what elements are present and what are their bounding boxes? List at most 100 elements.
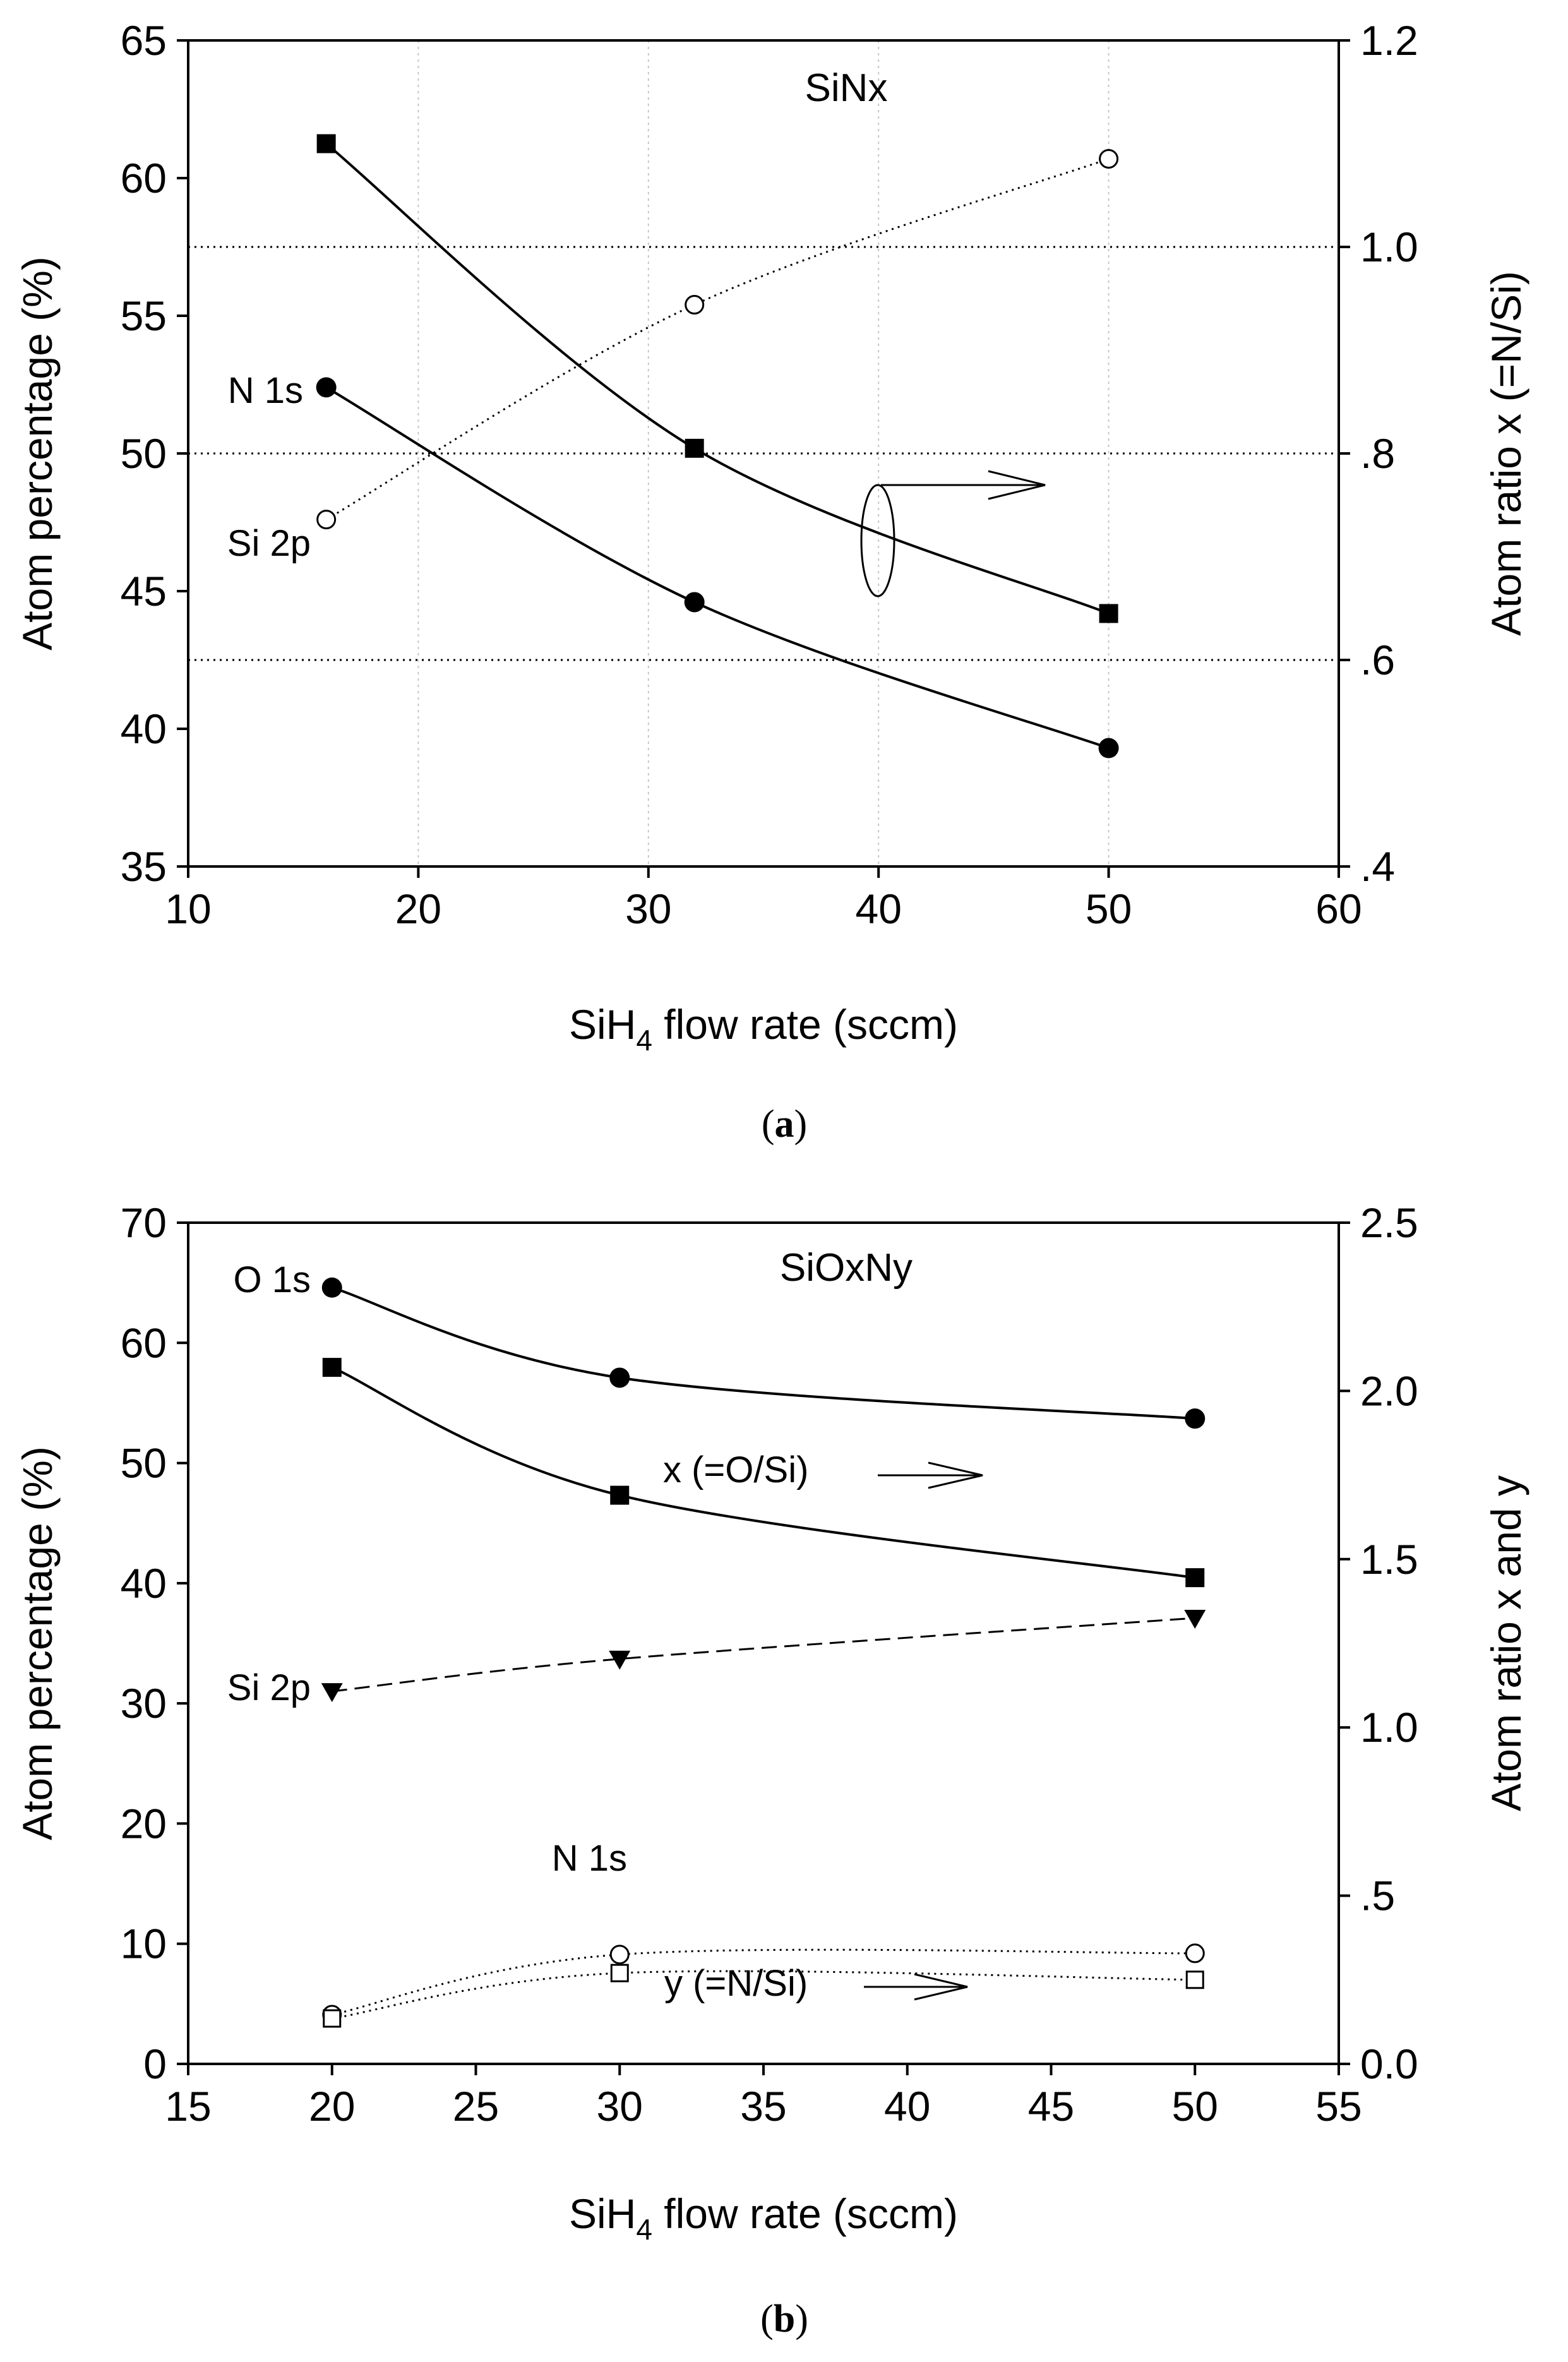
label-n1s: N 1s [228, 370, 303, 411]
x-tick-label: 55 [1315, 2083, 1362, 2130]
y-tick-label: 60 [121, 1319, 167, 1366]
data-point-x-o-si [1185, 1568, 1205, 1588]
label-si2p: Si 2p [227, 523, 311, 564]
data-point-o-1s [609, 1367, 630, 1388]
data-point-x-n-si [685, 438, 704, 458]
x-tick-label: 20 [309, 2083, 355, 2130]
y-tick-label: 50 [121, 1440, 167, 1487]
x-tick-label: 45 [1028, 2083, 1074, 2130]
y2-axis-label: Atom ratio x and y [1483, 1475, 1529, 1811]
x-axis-ticks: 15 20 25 30 35 40 45 50 55 [165, 2064, 1362, 2130]
series-line-o-1s [332, 1286, 1195, 1420]
panel-b-sioxny: 15 20 25 30 35 40 45 50 55 0 10 20 30 40 50 60 70 0.0 .5… [14, 1199, 1529, 2341]
y-axis-label: Atom percentage (%) [14, 1446, 61, 1840]
data-point-y-n-si [1185, 1970, 1204, 1989]
y2-tick-label: 1.0 [1360, 1704, 1418, 1751]
label-si2p: Si 2p [227, 1667, 311, 1708]
x-label-post: flow rate (sccm) [652, 2190, 958, 2237]
y2-tick-label: 1.2 [1360, 17, 1418, 64]
data-point-x-n-si [316, 134, 336, 153]
y2-axis-ticks: .4 .6 .8 1.0 1.2 [1339, 17, 1418, 890]
data-point-n-1s [1098, 738, 1119, 758]
data-point-n-1s [1185, 1943, 1205, 1963]
y-axis-label: Atom percentage (%) [14, 256, 61, 650]
x-tick-label: 60 [1315, 885, 1362, 932]
x-tick-label: 20 [395, 885, 441, 932]
data-point-o-1s [321, 1277, 342, 1298]
y2-tick-label: 1.5 [1360, 1536, 1418, 1583]
data-point-n-1s [609, 1945, 630, 1965]
y-tick-label: 50 [121, 430, 167, 477]
series-line-si-2p [325, 158, 1110, 520]
panel-title: SiNx [805, 66, 888, 110]
data-point-si-2p [1184, 1610, 1206, 1629]
pointer-arrowhead [988, 470, 1046, 500]
x-tick-label: 40 [855, 885, 901, 932]
y2-tick-label: .6 [1360, 637, 1395, 683]
arrow-head [928, 1461, 983, 1489]
caption-b: (b) [760, 2298, 808, 2341]
x-tick-label: 25 [453, 2083, 499, 2130]
x-label-post: flow rate (sccm) [652, 1001, 958, 1048]
x-tick-label: 50 [1172, 2083, 1218, 2130]
y-tick-label: 35 [121, 843, 167, 890]
data-point-si-2p [685, 295, 705, 315]
label-y-ratio: y (=N/Si) [664, 1963, 808, 2004]
y2-axis-label: Atom ratio x (=N/Si) [1483, 271, 1529, 636]
y2-tick-label: 0.0 [1360, 2041, 1418, 2087]
y-tick-label: 30 [121, 1680, 167, 1727]
y2-tick-label: .5 [1360, 1873, 1395, 1919]
data-point-x-o-si [322, 1358, 342, 1377]
pointer-ellipse [860, 484, 895, 597]
series-line-si-2p [332, 1617, 1195, 1693]
y-tick-label: 55 [121, 292, 167, 339]
y-tick-label: 0 [143, 2041, 167, 2087]
arrow-head [914, 1973, 968, 2001]
x-axis-label: SiH4 flow rate (sccm) [569, 1001, 958, 1057]
y-axis-ticks: 0 10 20 30 40 50 60 70 [121, 1199, 188, 2087]
data-point-si-2p [609, 1650, 631, 1670]
y-tick-label: 60 [121, 155, 167, 201]
series-line-x-n-si [325, 142, 1110, 615]
data-point-n-1s [684, 592, 705, 613]
y2-tick-label: 1.0 [1360, 224, 1418, 270]
data-point-si-2p [321, 1683, 343, 1703]
series-lines [325, 142, 1110, 750]
x-tick-label: 35 [740, 2083, 786, 2130]
caption-open: ( [760, 2298, 774, 2341]
right-axis-pointer [860, 470, 1046, 597]
data-point-si-2p [316, 510, 337, 530]
x-tick-label: 50 [1086, 885, 1132, 932]
data-point-x-o-si [610, 1485, 630, 1505]
y2-tick-label: .4 [1360, 843, 1395, 890]
label-n1s: N 1s [552, 1838, 627, 1879]
series-line-x-o-si [331, 1366, 1195, 1580]
data-point-x-n-si [1099, 604, 1118, 623]
data-point-n-1s [316, 377, 337, 398]
data-point-si-2p [1099, 148, 1119, 169]
x-tick-label: 10 [165, 885, 211, 932]
series-markers [316, 134, 1119, 758]
caption-letter: a [775, 1103, 794, 1146]
y-axis-ticks: 35 40 45 50 55 60 65 [121, 17, 188, 890]
x-tick-label: 30 [625, 885, 671, 932]
caption-open: ( [762, 1103, 775, 1146]
y-tick-label: 70 [121, 1199, 167, 1246]
y2-tick-label: 2.0 [1360, 1367, 1418, 1414]
x-tick-label: 40 [884, 2083, 930, 2130]
label-x-ratio: x (=O/Si) [663, 1449, 808, 1490]
panel-a-sinx: 10 20 30 40 50 60 35 40 45 50 55 60 65 .4 .6 .8 1.0 1.2… [14, 17, 1529, 1146]
panel-title: SiOxNy [780, 1246, 913, 1290]
y-tick-label: 65 [121, 17, 167, 64]
x-label-pre: SiH [569, 1001, 636, 1048]
grid [188, 40, 1339, 866]
x-label-sub: 4 [636, 2213, 652, 2246]
y-tick-label: 45 [121, 568, 167, 614]
series-line-n-1s [332, 1948, 1195, 2016]
series-lines [331, 1286, 1195, 2020]
caption-letter: b [774, 2298, 795, 2341]
data-point-y-n-si [323, 2009, 342, 2028]
plot-frame [187, 1221, 1340, 2065]
y2-tick-label: 2.5 [1360, 1199, 1418, 1246]
